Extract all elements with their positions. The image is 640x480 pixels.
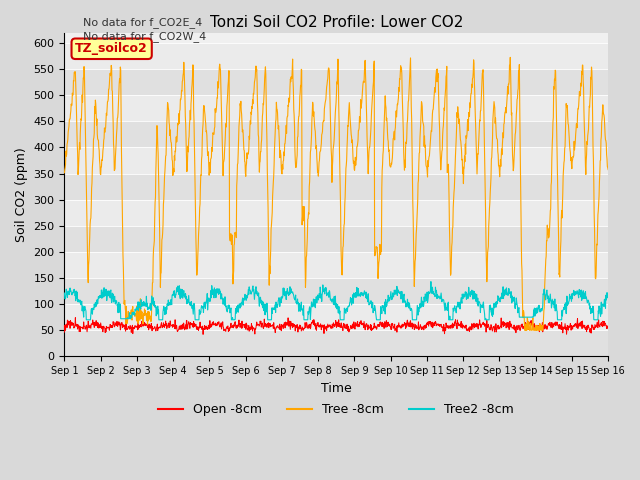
Bar (65, 252, 608, 278)
Bar (65, 121, 608, 147)
Bar (65, 200, 608, 226)
Bar (65, 69, 608, 95)
Bar (65, 174, 608, 200)
Title: Tonzi Soil CO2 Profile: Lower CO2: Tonzi Soil CO2 Profile: Lower CO2 (209, 15, 463, 30)
Bar (65, 226, 608, 252)
Text: No data for f_CO2W_4: No data for f_CO2W_4 (83, 31, 207, 42)
Bar (65, 147, 608, 174)
Bar (65, 95, 608, 121)
X-axis label: Time: Time (321, 382, 351, 395)
Text: TZ_soilco2: TZ_soilco2 (76, 42, 148, 55)
Text: No data for f_CO2E_4: No data for f_CO2E_4 (83, 17, 202, 28)
Bar (65, 278, 608, 304)
Legend: Open -8cm, Tree -8cm, Tree2 -8cm: Open -8cm, Tree -8cm, Tree2 -8cm (154, 398, 519, 421)
Y-axis label: Soil CO2 (ppm): Soil CO2 (ppm) (15, 147, 28, 242)
Bar (65, 330, 608, 356)
Bar (65, 304, 608, 330)
Bar (65, 43, 608, 69)
